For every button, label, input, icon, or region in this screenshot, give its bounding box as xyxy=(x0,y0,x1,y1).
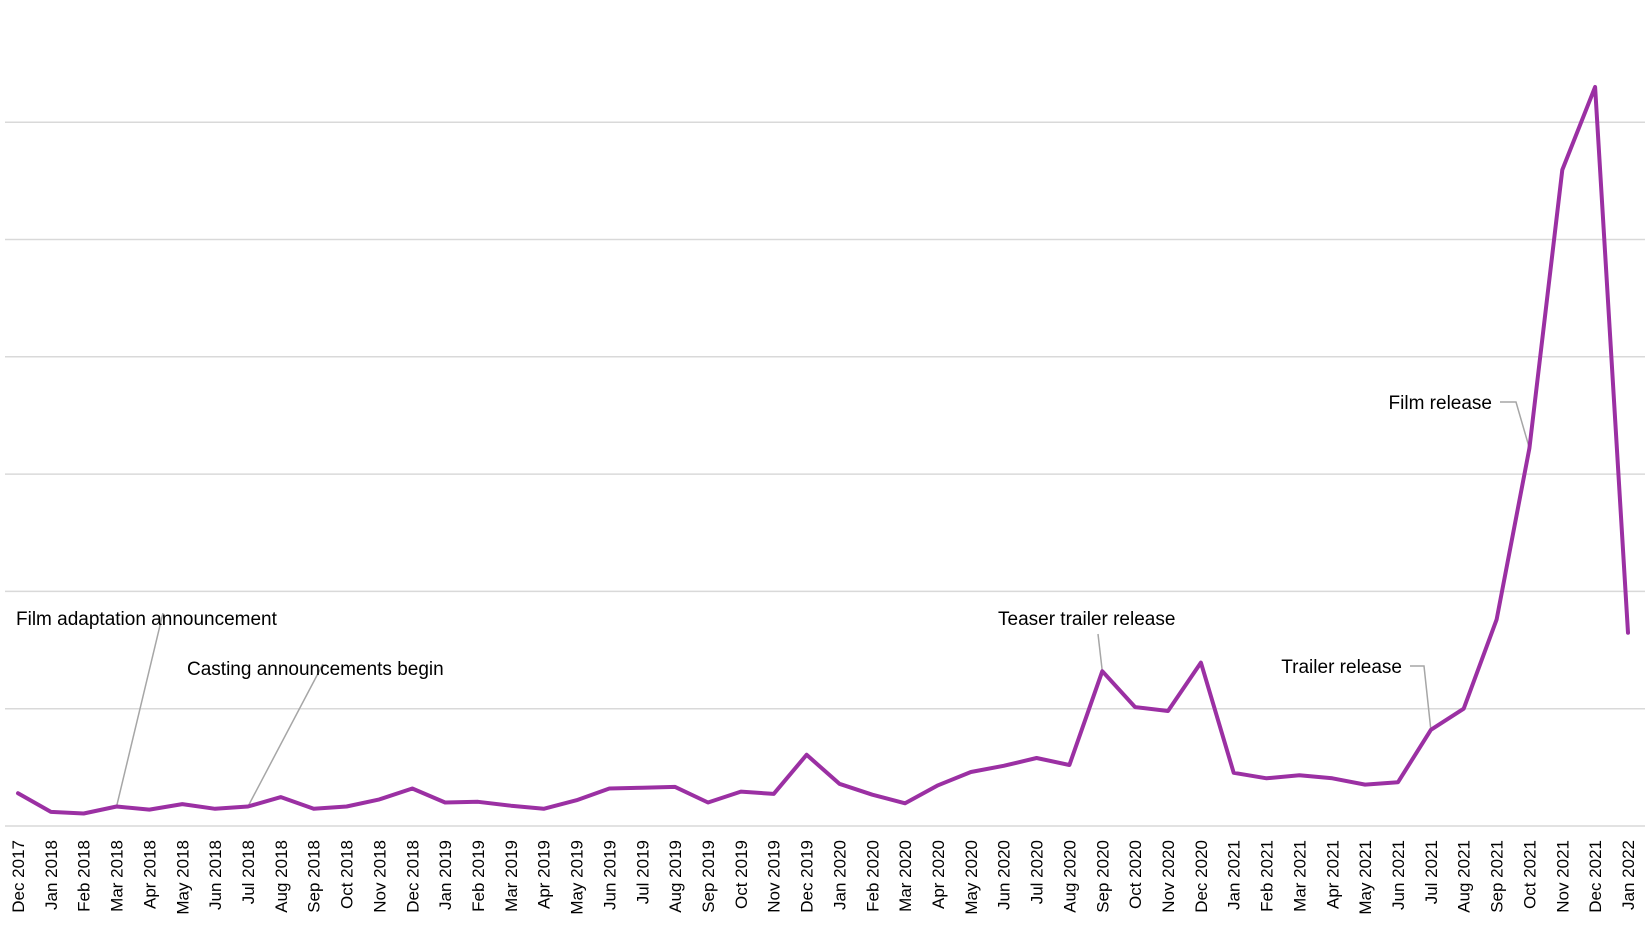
x-tick-label: Jan 2019 xyxy=(436,840,455,910)
x-tick-label: Mar 2019 xyxy=(502,840,521,912)
x-tick-label: May 2021 xyxy=(1356,840,1375,915)
x-tick-label: Oct 2020 xyxy=(1126,840,1145,909)
series-line xyxy=(16,85,1630,816)
x-tick-label: Mar 2021 xyxy=(1290,840,1309,912)
x-tick-label: Aug 2019 xyxy=(666,840,685,913)
annotation-leader xyxy=(247,663,324,807)
x-axis: Dec 2017 Jan 2018 Feb 2018 Mar 2018 Apr 2018… xyxy=(9,840,1638,915)
x-tick-label: Feb 2021 xyxy=(1258,840,1277,912)
x-tick-label: Sep 2021 xyxy=(1488,840,1507,913)
x-tick-label: Feb 2018 xyxy=(75,840,94,912)
x-tick-label: Jan 2022 xyxy=(1619,840,1638,910)
x-tick-label: Jul 2021 xyxy=(1422,840,1441,904)
x-tick-label: Jun 2020 xyxy=(995,840,1014,910)
x-tick-label: Oct 2018 xyxy=(338,840,357,909)
x-tick-label: Oct 2021 xyxy=(1520,840,1539,909)
x-tick-label: Aug 2021 xyxy=(1455,840,1474,913)
x-tick-label: Jan 2021 xyxy=(1225,840,1244,910)
x-tick-label: Sep 2018 xyxy=(305,840,324,913)
annotations: Film adaptation announcement Casting anno… xyxy=(16,393,1492,680)
x-tick-label: Dec 2018 xyxy=(403,840,422,913)
x-tick-label: Feb 2020 xyxy=(863,840,882,912)
x-tick-label: Dec 2020 xyxy=(1192,840,1211,913)
annotation-label: Casting announcements begin xyxy=(187,659,444,680)
annotation-label: Film release xyxy=(1389,393,1492,414)
x-tick-label: Oct 2019 xyxy=(732,840,751,909)
x-tick-label: Nov 2018 xyxy=(370,840,389,913)
x-tick-label: Dec 2017 xyxy=(9,840,28,913)
x-tick-label: Aug 2018 xyxy=(272,840,291,913)
x-tick-label: Jan 2018 xyxy=(42,840,61,910)
x-tick-label: Jun 2018 xyxy=(206,840,225,910)
x-tick-label: Dec 2019 xyxy=(798,840,817,913)
x-tick-label: Sep 2019 xyxy=(699,840,718,913)
x-tick-label: Sep 2020 xyxy=(1093,840,1112,913)
x-tick-label: Jun 2021 xyxy=(1389,840,1408,910)
series-lines xyxy=(16,85,1630,816)
x-tick-label: Jul 2020 xyxy=(1028,840,1047,904)
x-tick-label: Apr 2018 xyxy=(140,840,159,909)
annotation-label: Trailer release xyxy=(1281,657,1402,678)
gridlines xyxy=(5,121,1645,827)
x-tick-label: May 2019 xyxy=(568,840,587,915)
x-tick-label: Jul 2018 xyxy=(239,840,258,904)
x-tick-label: Jun 2019 xyxy=(600,840,619,910)
x-tick-label: Mar 2018 xyxy=(108,840,127,912)
x-tick-label: May 2020 xyxy=(962,840,981,915)
x-tick-label: Apr 2021 xyxy=(1323,840,1342,909)
x-tick-label: May 2018 xyxy=(173,840,192,915)
annotation-leader xyxy=(1410,665,1432,730)
annotation-leader xyxy=(1097,633,1104,672)
x-tick-label: Aug 2020 xyxy=(1060,840,1079,913)
x-tick-label: Jul 2019 xyxy=(633,840,652,904)
annotation-label: Teaser trailer release xyxy=(998,609,1175,630)
annotation-leaders xyxy=(115,401,1531,807)
annotation-leader xyxy=(1500,401,1531,449)
x-tick-label: Feb 2019 xyxy=(469,840,488,912)
x-tick-label: Apr 2019 xyxy=(535,840,554,909)
x-tick-label: Dec 2021 xyxy=(1586,840,1605,913)
annotation-label: Film adaptation announcement xyxy=(16,609,278,630)
x-tick-label: Nov 2019 xyxy=(765,840,784,913)
x-tick-label: Apr 2020 xyxy=(929,840,948,909)
x-tick-label: Mar 2020 xyxy=(896,840,915,912)
x-tick-label: Nov 2021 xyxy=(1553,840,1572,913)
x-tick-label: Jan 2020 xyxy=(830,840,849,910)
annotation-leader xyxy=(115,612,164,807)
x-tick-label: Nov 2020 xyxy=(1159,840,1178,913)
